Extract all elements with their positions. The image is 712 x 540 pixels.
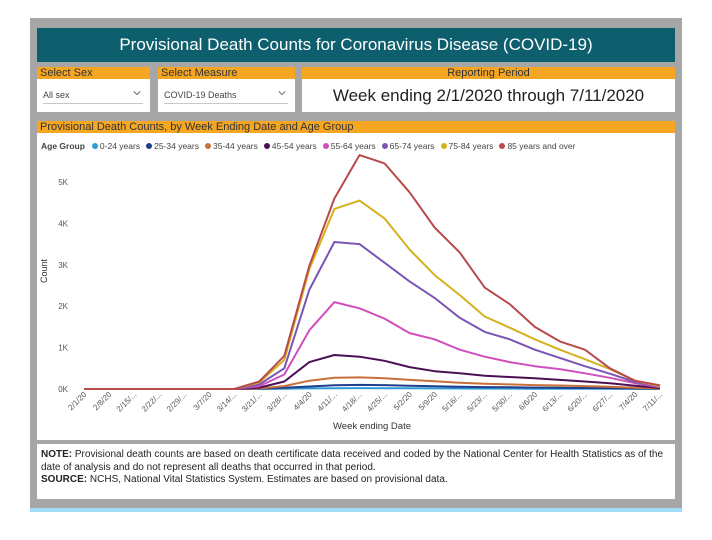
x-tick-label: 5/30/... — [490, 390, 514, 414]
legend-item[interactable]: 65-74 years — [381, 141, 435, 151]
legend-marker — [204, 143, 211, 149]
y-tick-label: 0K — [58, 385, 68, 394]
source-paragraph: SOURCE: NCHS, National Vital Statistics … — [41, 474, 671, 487]
select-measure-label: Select Measure — [158, 67, 295, 79]
chevron-down-icon — [133, 91, 141, 96]
select-sex-panel: All sex — [37, 79, 150, 112]
y-tick-label: 2K — [58, 302, 68, 311]
legend-label: 85 years and over — [507, 141, 576, 151]
note-text: Provisional death counts are based on de… — [41, 449, 664, 473]
x-tick-label: 3/7/20 — [192, 390, 214, 412]
source-text: NCHS, National Vital Statistics System. … — [87, 474, 448, 485]
dashboard-title: Provisional Death Counts for Coronavirus… — [37, 28, 675, 62]
y-axis-title: Count — [39, 259, 49, 284]
source-label: SOURCE: — [41, 474, 88, 485]
x-tick-label: 3/21/... — [240, 390, 264, 414]
x-tick-label: 7/11/... — [641, 390, 664, 413]
legend-label: 65-74 years — [389, 141, 435, 151]
x-tick-label: 5/16/... — [440, 390, 464, 414]
x-tick-label: 5/9/20 — [417, 390, 439, 412]
series-line — [84, 154, 661, 390]
measure-dropdown[interactable]: COVID-19 Deaths — [164, 86, 288, 104]
x-tick-label: 6/27/... — [591, 390, 615, 414]
legend-label: 45-54 years — [271, 141, 317, 151]
note-paragraph: NOTE: Provisional death counts are based… — [41, 449, 671, 474]
y-tick-label: 4K — [58, 219, 68, 228]
legend-title: Age Group — [41, 141, 85, 151]
y-tick-label: 5K — [58, 178, 68, 187]
reporting-period-panel: Week ending 2/1/2020 through 7/11/2020 — [302, 79, 675, 112]
legend-marker — [146, 143, 153, 149]
x-axis-title: Week ending Date — [333, 421, 411, 432]
select-sex-label: Select Sex — [37, 67, 150, 79]
x-tick-label: 2/15/... — [115, 390, 139, 414]
x-tick-label: 7/4/20 — [617, 390, 639, 412]
series-line — [84, 241, 661, 390]
legend-label: 75-84 years — [448, 141, 494, 151]
legend-item[interactable]: 25-34 years — [146, 141, 199, 151]
x-tick-label: 4/4/20 — [292, 390, 314, 412]
x-tick-label: 5/23/... — [465, 390, 489, 414]
legend-label: 25-34 years — [154, 141, 199, 151]
x-tick-label: 4/18/... — [340, 390, 364, 414]
legend-label: 35-44 years — [212, 141, 258, 151]
x-tick-label: 6/6/20 — [517, 390, 539, 412]
legend-item[interactable]: 35-44 years — [204, 141, 258, 151]
legend-item[interactable]: 55-64 years — [322, 141, 376, 151]
chart-heading: Provisional Death Counts, by Week Ending… — [37, 121, 675, 133]
legend-item[interactable]: 0-24 years — [91, 141, 141, 151]
x-tick-label: 2/29/... — [165, 390, 189, 414]
series-line — [84, 199, 661, 390]
y-tick-label: 3K — [58, 261, 68, 270]
x-tick-label: 2/22/... — [140, 390, 164, 414]
chart-legend: Age Group 0-24 years 25-34 years 35-44 yea… — [41, 141, 581, 151]
frame-bottom-accent — [30, 508, 682, 512]
x-tick-label: 5/2/20 — [392, 390, 414, 412]
measure-dropdown-value: COVID-19 Deaths — [164, 89, 237, 100]
legend-item[interactable]: 45-54 years — [263, 141, 317, 151]
x-tick-label: 6/13/... — [541, 390, 565, 414]
sex-dropdown[interactable]: All sex — [43, 86, 143, 104]
x-tick-label: 2/1/20 — [66, 390, 88, 412]
legend-marker — [499, 143, 506, 149]
sex-dropdown-value: All sex — [43, 89, 70, 100]
legend-marker — [263, 143, 270, 149]
legend-marker — [381, 143, 388, 149]
x-tick-label: 6/20/... — [566, 390, 590, 414]
chart-panel: Age Group 0-24 years 25-34 years 35-44 yea… — [37, 133, 675, 440]
x-tick-label: 2/8/20 — [91, 390, 113, 412]
x-tick-label: 4/25/... — [365, 390, 389, 414]
legend-label: 0-24 years — [99, 141, 141, 151]
legend-label: 55-64 years — [330, 141, 376, 151]
select-measure-panel: COVID-19 Deaths — [158, 79, 295, 112]
y-tick-label: 1K — [58, 344, 68, 353]
note-label: NOTE: — [41, 449, 73, 460]
reporting-period-label: Reporting Period — [302, 67, 675, 79]
x-tick-label: 3/28/... — [265, 390, 289, 414]
legend-item[interactable]: 85 years and over — [499, 141, 575, 151]
legend-marker — [440, 143, 447, 149]
legend-marker — [322, 143, 329, 149]
legend-marker — [91, 143, 98, 149]
x-tick-label: 4/11/... — [316, 390, 339, 413]
legend-item[interactable]: 75-84 years — [440, 141, 494, 151]
x-tick-label: 3/14/... — [215, 390, 239, 414]
reporting-period-value: Week ending 2/1/2020 through 7/11/2020 — [332, 85, 645, 105]
chevron-down-icon — [278, 91, 286, 96]
note-panel: NOTE: Provisional death counts are based… — [37, 444, 675, 499]
